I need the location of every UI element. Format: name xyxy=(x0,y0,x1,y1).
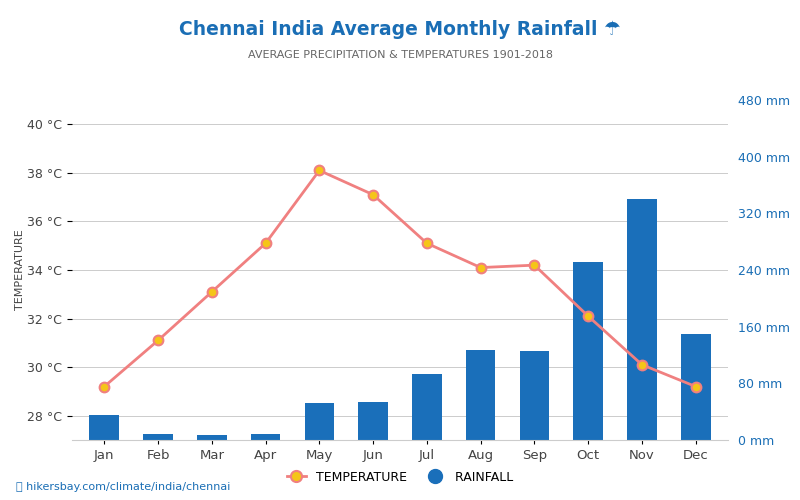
Bar xyxy=(574,262,603,440)
Bar xyxy=(250,434,280,440)
Bar xyxy=(90,414,119,440)
Bar xyxy=(358,402,388,440)
Bar xyxy=(627,199,657,440)
Bar xyxy=(466,350,495,440)
Bar xyxy=(412,374,442,440)
Text: Chennai India Average Monthly Rainfall ☂: Chennai India Average Monthly Rainfall ☂ xyxy=(179,20,621,39)
Text: 📍 hikersbay.com/climate/india/chennai: 📍 hikersbay.com/climate/india/chennai xyxy=(16,482,230,492)
Bar xyxy=(197,435,226,440)
Text: AVERAGE PRECIPITATION & TEMPERATURES 1901-2018: AVERAGE PRECIPITATION & TEMPERATURES 190… xyxy=(247,50,553,60)
Legend:  TEMPERATURE,  RAINFALL: TEMPERATURE, RAINFALL xyxy=(282,466,518,489)
Bar xyxy=(681,334,710,440)
Bar xyxy=(143,434,173,440)
Bar xyxy=(305,403,334,440)
Y-axis label: TEMPERATURE: TEMPERATURE xyxy=(15,230,26,310)
Bar xyxy=(520,351,550,440)
